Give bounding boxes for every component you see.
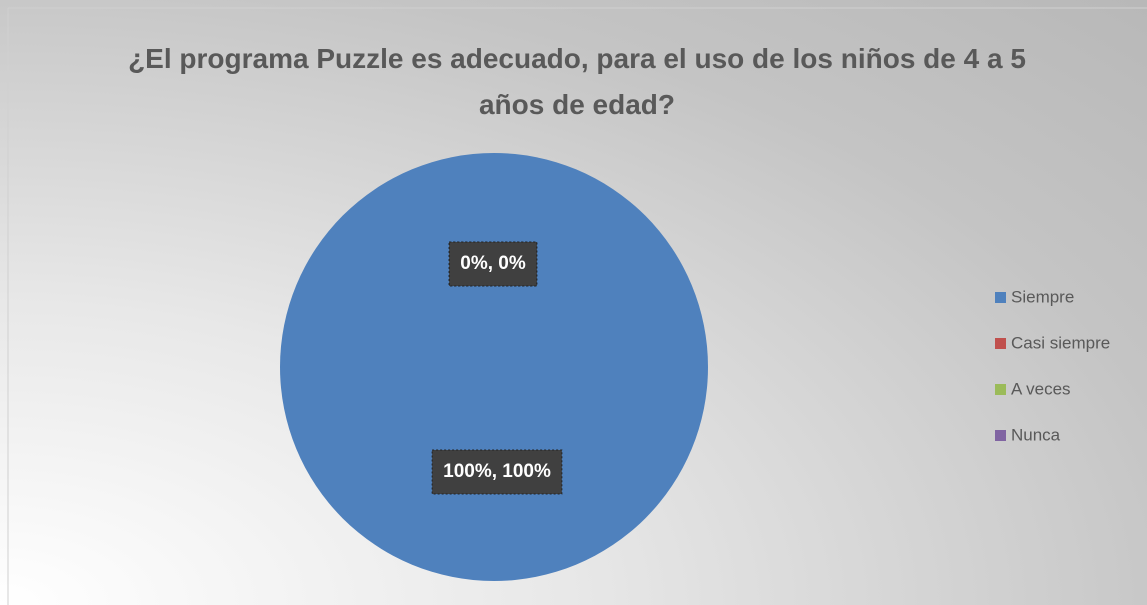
chart-title: ¿El programa Puzzle es adecuado, para el… [128,43,1026,120]
legend-label: A veces [1011,379,1071,398]
legend-swatch [995,338,1006,349]
data-label: 100%, 100% [443,461,551,482]
data-label-box [448,241,538,287]
legend-swatch [995,430,1006,441]
pie-slice [280,153,708,581]
data-label-box [431,449,563,495]
legend-label: Casi siempre [1011,333,1110,352]
legend-swatch [995,384,1006,395]
legend-label: Siempre [1011,287,1074,306]
data-label: 0%, 0% [460,253,526,274]
legend-label: Nunca [1011,425,1061,444]
legend-swatch [995,292,1006,303]
